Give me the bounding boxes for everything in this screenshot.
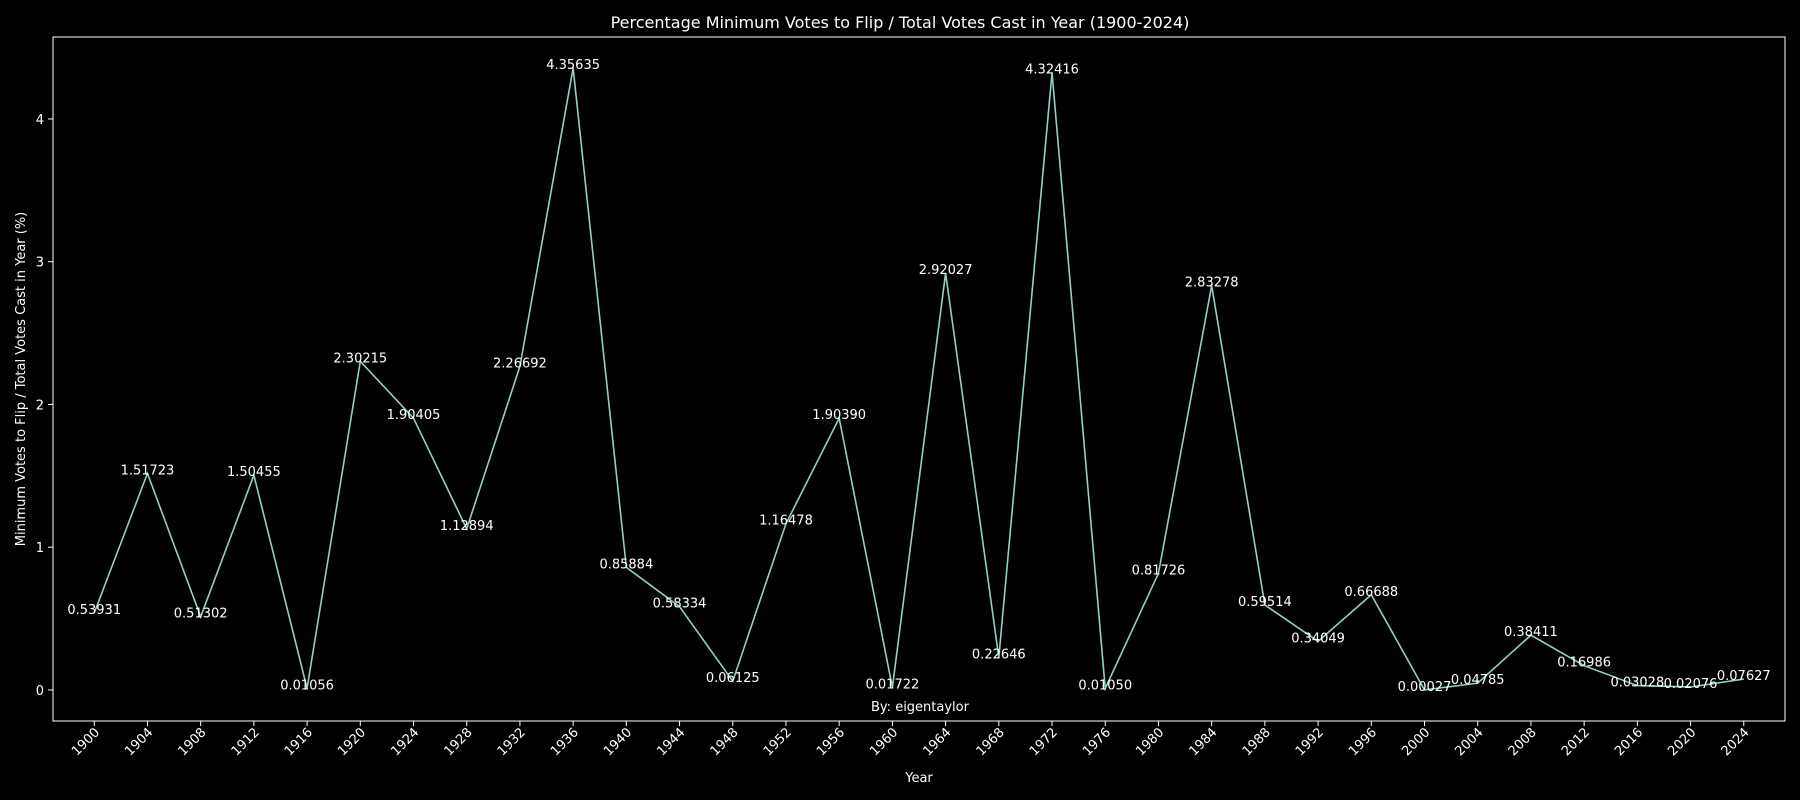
data-label: 2.83278 [1185, 276, 1239, 291]
data-label: 1.12894 [440, 519, 494, 534]
data-label: 0.04785 [1451, 673, 1505, 688]
data-label: 0.03028 [1610, 676, 1664, 691]
data-label: 1.90405 [387, 408, 441, 423]
data-label: 0.00027 [1398, 680, 1452, 695]
data-label: 0.16986 [1557, 656, 1611, 671]
y-tick-label: 0 [36, 684, 44, 699]
series-line [93, 67, 1744, 692]
data-label: 4.35635 [546, 58, 600, 73]
x-axis-title: Year [904, 771, 933, 786]
y-tick-label: 4 [36, 113, 44, 128]
data-label: 0.01050 [1078, 678, 1132, 693]
data-label: 2.92027 [919, 263, 973, 278]
y-axis: 0 1 2 3 4 [36, 113, 53, 699]
data-label: 0.66688 [1344, 585, 1398, 600]
data-label: 0.01722 [866, 677, 920, 692]
data-label: 0.07627 [1717, 669, 1771, 684]
data-label: 1.51723 [121, 463, 175, 478]
data-label: 0.34049 [1291, 631, 1345, 646]
plot-area-frame [52, 36, 1786, 722]
data-labels: 0.53931 1.51723 0.51302 1.50455 0.01056 2.302… [67, 58, 1770, 695]
author-credit: By: eigentaylor [871, 700, 970, 715]
data-label: 1.16478 [759, 514, 813, 529]
y-axis-title: Minimum Votes to Flip / Total Votes Cast… [14, 212, 29, 547]
data-label: 2.26692 [493, 356, 547, 371]
y-tick-label: 2 [36, 398, 44, 413]
data-label: 0.53931 [67, 603, 121, 618]
data-label: 0.59514 [1238, 595, 1292, 610]
data-label: 0.02076 [1664, 677, 1718, 692]
data-label: 0.22646 [972, 648, 1026, 663]
y-tick-label: 3 [36, 256, 44, 271]
chart-title: Percentage Minimum Votes to Flip / Total… [611, 13, 1190, 32]
data-label: 2.30215 [333, 351, 387, 366]
data-label: 4.32416 [1025, 63, 1079, 78]
y-tick-label: 1 [36, 541, 44, 556]
data-label: 0.58334 [653, 597, 707, 612]
data-label: 0.85884 [599, 557, 653, 572]
data-label: 0.06125 [706, 671, 760, 686]
data-label: 1.50455 [227, 465, 281, 480]
data-label: 0.38411 [1504, 625, 1558, 640]
data-label: 1.90390 [812, 408, 866, 423]
data-label: 0.51302 [174, 607, 228, 622]
data-label: 0.81726 [1132, 563, 1186, 578]
data-label: 0.01056 [280, 678, 334, 693]
